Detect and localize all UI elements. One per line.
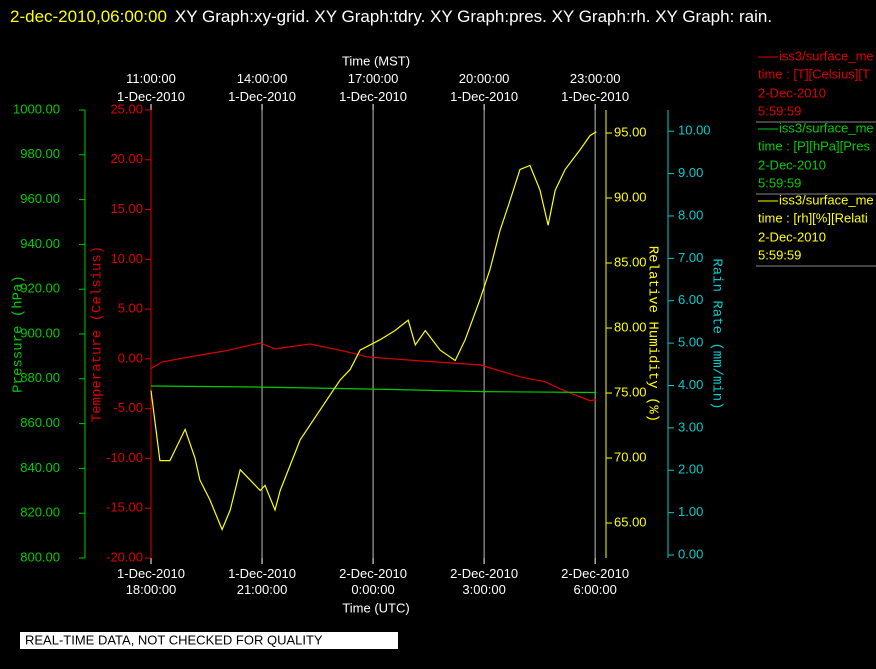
y-tick-label: 80.00 (614, 319, 647, 334)
y-tick-label: 0.00 (118, 350, 143, 365)
x2-tick-label: 17:00:00 1-Dec-2010 (339, 71, 407, 104)
legend-time: 5:59:59 (758, 103, 801, 118)
y-tick-label: 8.00 (678, 207, 703, 222)
legend-date: 2-Dec-2010 (758, 229, 826, 244)
subtitle: XY Graph:xy-grid. XY Graph:tdry. XY Grap… (174, 7, 773, 26)
y-tick-label: 880.00 (20, 370, 60, 385)
data-line (150, 385, 597, 394)
y-tick-label: 960.00 (20, 191, 60, 206)
legend-units: time : [T][Celsius][T (758, 66, 870, 81)
y-tick-label: 85.00 (614, 254, 647, 269)
y-tick-label: 1000.00 (13, 101, 60, 116)
y-tick-label: 0.00 (678, 546, 703, 561)
x2-axis-title: Time (MST) (342, 53, 410, 68)
x2-tick-label: 11:00:00 1-Dec-2010 (117, 71, 185, 104)
y-tick-label: 6.00 (678, 292, 703, 307)
x2-tick-label: 14:00:00 1-Dec-2010 (228, 71, 296, 104)
y-tick-label: 25.00 (110, 101, 143, 116)
data-line (150, 342, 597, 402)
y-tick-label: 65.00 (614, 514, 647, 529)
y-tick-label: -20.00 (106, 549, 143, 564)
legend-name: iss3/surface_me (779, 48, 874, 63)
y-tick-label: 90.00 (614, 189, 647, 204)
legend-units: time : [P][hPa][Pres (758, 138, 870, 153)
data-line (150, 131, 597, 532)
x-tick-label: 2-Dec-2010 6:00:00 (561, 566, 629, 597)
y-tick-label: 20.00 (110, 151, 143, 166)
y-tick-label: 9.00 (678, 165, 703, 180)
y-tick-label: 5.00 (678, 335, 703, 350)
y-tick-label: -5.00 (113, 400, 143, 415)
y-axis-title: Rain Rate (mm/min) (708, 258, 724, 409)
y-tick-label: 95.00 (614, 124, 647, 139)
title: 2-dec-2010,06:00:00 (10, 7, 167, 26)
header: 2-dec-2010,06:00:00 XY Graph:xy-grid. XY … (10, 2, 850, 31)
y-tick-label: 820.00 (20, 505, 60, 520)
x-tick-label: 2-Dec-2010 3:00:00 (450, 566, 518, 597)
y-tick-label: 7.00 (678, 250, 703, 265)
footer-box (20, 632, 398, 649)
y-tick-label: 5.00 (118, 301, 143, 316)
y-tick-label: 860.00 (20, 415, 60, 430)
legend-name: iss3/surface_me (779, 120, 874, 135)
y-tick-label: 10.00 (110, 251, 143, 266)
y-tick-label: -10.00 (106, 450, 143, 465)
legend-units: time : [rh][%][Relati (758, 210, 868, 225)
y-tick-label: 980.00 (20, 146, 60, 161)
y-tick-label: 1.00 (678, 504, 703, 519)
y-axis-title: Temperature (Celsius) (90, 246, 106, 422)
y-tick-label: 10.00 (678, 123, 711, 138)
legend-time: 5:59:59 (758, 175, 801, 190)
x-axis-title: Time (UTC) (342, 600, 409, 615)
legend-time: 5:59:59 (758, 247, 801, 262)
legend-name: iss3/surface_me (779, 192, 874, 207)
y-tick-label: 920.00 (20, 281, 60, 296)
y-tick-label: 840.00 (20, 460, 60, 475)
x2-tick-label: 20:00:00 1-Dec-2010 (450, 71, 518, 104)
legend-date: 2-Dec-2010 (758, 85, 826, 100)
y-tick-label: 2.00 (678, 462, 703, 477)
y-tick-label: 3.00 (678, 419, 703, 434)
y-tick-label: 70.00 (614, 449, 647, 464)
y-tick-label: 800.00 (20, 549, 60, 564)
y-tick-label: 15.00 (110, 201, 143, 216)
y-tick-label: 900.00 (20, 325, 60, 340)
y-tick-label: 75.00 (614, 384, 647, 399)
y-tick-label: -15.00 (106, 500, 143, 515)
legend-date: 2-Dec-2010 (758, 157, 826, 172)
x2-tick-label: 23:00:00 1-Dec-2010 (561, 71, 629, 104)
x-tick-label: 1-Dec-2010 18:00:00 (117, 566, 185, 597)
y-tick-label: 940.00 (20, 236, 60, 251)
x-tick-label: 2-Dec-2010 0:00:00 (339, 566, 407, 597)
y-axis-title: Relative Humidity (%) (644, 246, 660, 422)
y-axis-title: Pressure (hPa) (11, 275, 27, 393)
y-tick-label: 4.00 (678, 377, 703, 392)
x-tick-label: 1-Dec-2010 21:00:00 (228, 566, 296, 597)
footer: REAL-TIME DATA, NOT CHECKED FOR QUALITY (25, 632, 323, 647)
